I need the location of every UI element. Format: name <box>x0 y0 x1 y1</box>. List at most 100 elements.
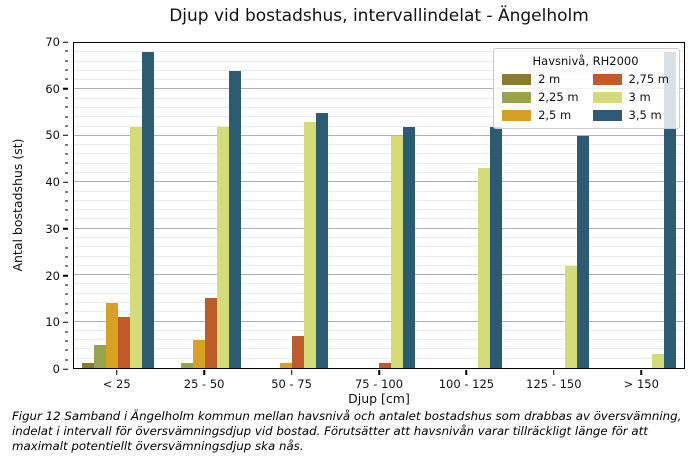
y-minor-tick-mark <box>65 359 68 361</box>
minor-gridline <box>74 162 684 164</box>
bar <box>216 126 229 368</box>
y-minor-tick-mark <box>65 172 68 174</box>
bar <box>204 298 217 368</box>
major-gridline <box>74 134 684 136</box>
bar-group <box>597 43 684 368</box>
major-gridline <box>74 227 684 229</box>
minor-gridline <box>74 237 684 238</box>
legend-entry: 2,75 m <box>592 72 669 86</box>
x-tick-label: 125 - 150 <box>526 377 582 391</box>
y-tick-label: 10 <box>45 315 60 330</box>
y-tick-mark <box>63 41 68 43</box>
x-axis-ticks: < 25 25 - 50 50 - 75 75 - 100 100 - 125 125 -… <box>73 369 685 393</box>
x-tick-mark <box>115 370 118 375</box>
x-tick-label: 75 - 100 <box>354 377 404 391</box>
y-axis-label: Antal bostadshus (st) <box>10 138 25 272</box>
y-tick-label: 50 <box>45 128 60 143</box>
y-minor-tick-mark <box>65 97 68 99</box>
legend-entry-label: 2,25 m <box>538 90 579 104</box>
bar <box>664 52 677 368</box>
legend-swatch-icon <box>592 91 622 103</box>
legend-title: Havsnivå, RH2000 <box>532 54 639 68</box>
minor-gridline <box>74 153 684 155</box>
bar <box>228 70 241 368</box>
y-minor-tick-mark <box>65 340 68 342</box>
bar-group <box>335 43 422 368</box>
y-minor-tick-mark <box>65 50 68 52</box>
minor-gridline <box>74 60 684 62</box>
legend-swatch-icon <box>502 109 532 121</box>
bar <box>402 126 415 368</box>
minor-gridline <box>74 339 684 341</box>
bar <box>279 363 292 368</box>
y-axis-ticks: 0 10 20 30 40 50 60 70 <box>38 35 68 376</box>
legend-swatch-icon <box>502 73 532 85</box>
y-minor-tick-mark <box>65 78 68 80</box>
y-tick-mark <box>63 368 68 370</box>
y-tick-mark <box>63 181 68 183</box>
minor-gridline <box>74 107 684 108</box>
y-tick-mark <box>63 87 68 90</box>
bar <box>180 363 193 368</box>
minor-gridline <box>74 264 684 266</box>
bar <box>565 265 578 368</box>
major-gridline <box>74 181 684 183</box>
legend-entry: 2,25 m <box>502 90 579 104</box>
y-minor-tick-mark <box>65 153 68 155</box>
x-tick-label: 50 - 75 <box>271 377 312 391</box>
legend-entry-label: 2,5 m <box>538 108 572 122</box>
minor-gridline <box>74 255 684 257</box>
legend-entry: 2,5 m <box>502 108 578 122</box>
y-minor-tick-mark <box>65 125 68 127</box>
minor-gridline <box>74 302 684 303</box>
minor-gridline <box>74 172 684 173</box>
y-minor-tick-mark <box>65 116 68 118</box>
minor-gridline <box>74 348 684 350</box>
y-minor-tick-mark <box>65 106 68 108</box>
bar-group <box>510 43 597 368</box>
minor-gridline <box>74 190 684 192</box>
minor-gridline <box>74 218 684 220</box>
y-tick-label: 40 <box>45 175 60 190</box>
y-minor-tick-mark <box>65 209 68 211</box>
y-minor-tick-mark <box>65 303 68 305</box>
legend-entries: 2 m 2,25 m 2,5 m 2,75 m 3 m 3,5 m <box>502 72 669 122</box>
x-tick-label: < 25 <box>102 377 131 391</box>
y-minor-tick-mark <box>65 293 68 295</box>
x-tick-mark <box>640 370 643 375</box>
minor-gridline <box>74 357 684 359</box>
y-minor-tick-mark <box>65 219 68 221</box>
plot-area: Havsnivå, RH2000 2 m 2,25 m 2,5 m 2,75 m 3 m… <box>73 42 685 369</box>
y-tick-mark <box>63 228 68 230</box>
minor-gridline <box>74 79 684 81</box>
y-minor-tick-mark <box>65 312 68 314</box>
bar <box>577 135 590 368</box>
x-tick-label: 100 - 125 <box>438 377 495 391</box>
x-tick-mark <box>290 370 293 375</box>
y-minor-tick-mark <box>65 191 68 192</box>
y-minor-tick-mark <box>65 60 68 62</box>
legend-swatch-icon <box>592 73 622 85</box>
minor-gridline <box>74 199 684 201</box>
bar <box>378 363 391 368</box>
x-tick-mark <box>553 370 555 375</box>
bar <box>291 335 304 368</box>
legend-entry-label: 3,5 m <box>628 108 662 122</box>
bar <box>192 340 205 368</box>
y-minor-tick-mark <box>65 144 68 146</box>
minor-gridline <box>74 292 684 294</box>
y-tick-label: 70 <box>45 35 60 49</box>
y-tick-mark <box>63 134 68 137</box>
y-minor-tick-mark <box>65 247 68 249</box>
bar <box>141 52 154 368</box>
minor-gridline <box>74 246 684 248</box>
minor-gridline <box>74 51 684 53</box>
y-minor-tick-mark <box>65 331 68 333</box>
x-tick-mark <box>203 370 205 375</box>
y-minor-tick-mark <box>65 284 68 286</box>
major-gridline <box>74 274 684 276</box>
minor-gridline <box>74 329 684 331</box>
bar-group <box>161 43 248 368</box>
legend-swatch-icon <box>592 109 622 121</box>
legend: Havsnivå, RH2000 2 m 2,25 m 2,5 m 2,75 m 3 m… <box>493 48 680 129</box>
